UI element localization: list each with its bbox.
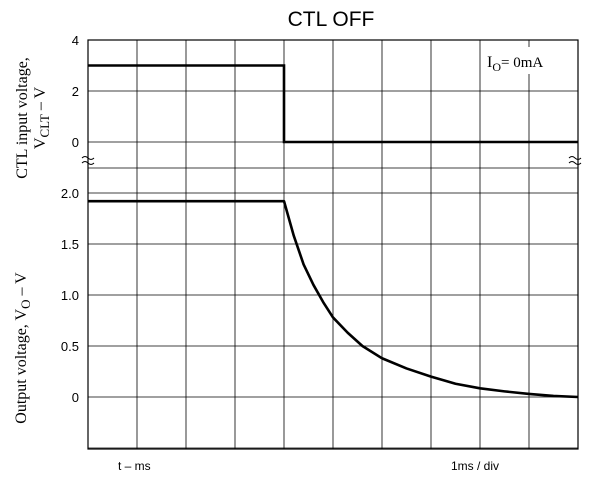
top-ylabel-line2: VCLT – V [32, 86, 52, 149]
top-ylabel-main: V [32, 137, 49, 149]
chart-title: CTL OFF [288, 8, 375, 31]
series-group [88, 64, 579, 399]
bottom-ylabel-main: Output voltage, V [13, 308, 30, 423]
bottom-ylabel-sub: O [18, 300, 33, 309]
y-tick-label-bottom: 0 [72, 390, 79, 405]
series-line-output [88, 199, 579, 399]
bottom-ylabel-rest: – V [13, 272, 30, 300]
annotation-label: IO= 0mA [487, 54, 543, 74]
y-tick-label-top: 0 [72, 135, 79, 150]
axis-break-mark-right [568, 156, 582, 165]
y-tick-label-bottom: 1.0 [61, 288, 79, 303]
axis-break-marks [81, 156, 582, 165]
annotation-rest: = 0mA [501, 55, 543, 71]
x-label-right: 1ms / div [451, 459, 499, 473]
series-line-ctl [88, 64, 578, 144]
x-label-left: t – ms [118, 459, 151, 473]
y-tick-label-bottom: 1.5 [61, 237, 79, 252]
plot-frame [87, 39, 579, 450]
axis-break-mark-left [81, 156, 95, 165]
top-ylabel-line1: CTL input voltage, [14, 57, 31, 179]
grid [88, 39, 578, 449]
y-ticks: 4 2 0 2.0 1.5 1.0 0.5 0 [61, 33, 79, 405]
bottom-ylabel: Output voltage, VO – V [13, 272, 33, 424]
y-tick-label-bottom: 2.0 [61, 186, 79, 201]
y-tick-label-top: 2 [72, 84, 79, 99]
top-ylabel-sub: CLT [37, 114, 52, 137]
annotation-main: I [487, 54, 492, 71]
annotation-sub: O [492, 60, 501, 74]
annotation-box [481, 47, 576, 74]
top-ylabel-rest: – V [32, 86, 49, 114]
y-tick-label-bottom: 0.5 [61, 339, 79, 354]
y-tick-label-top: 4 [72, 33, 79, 48]
